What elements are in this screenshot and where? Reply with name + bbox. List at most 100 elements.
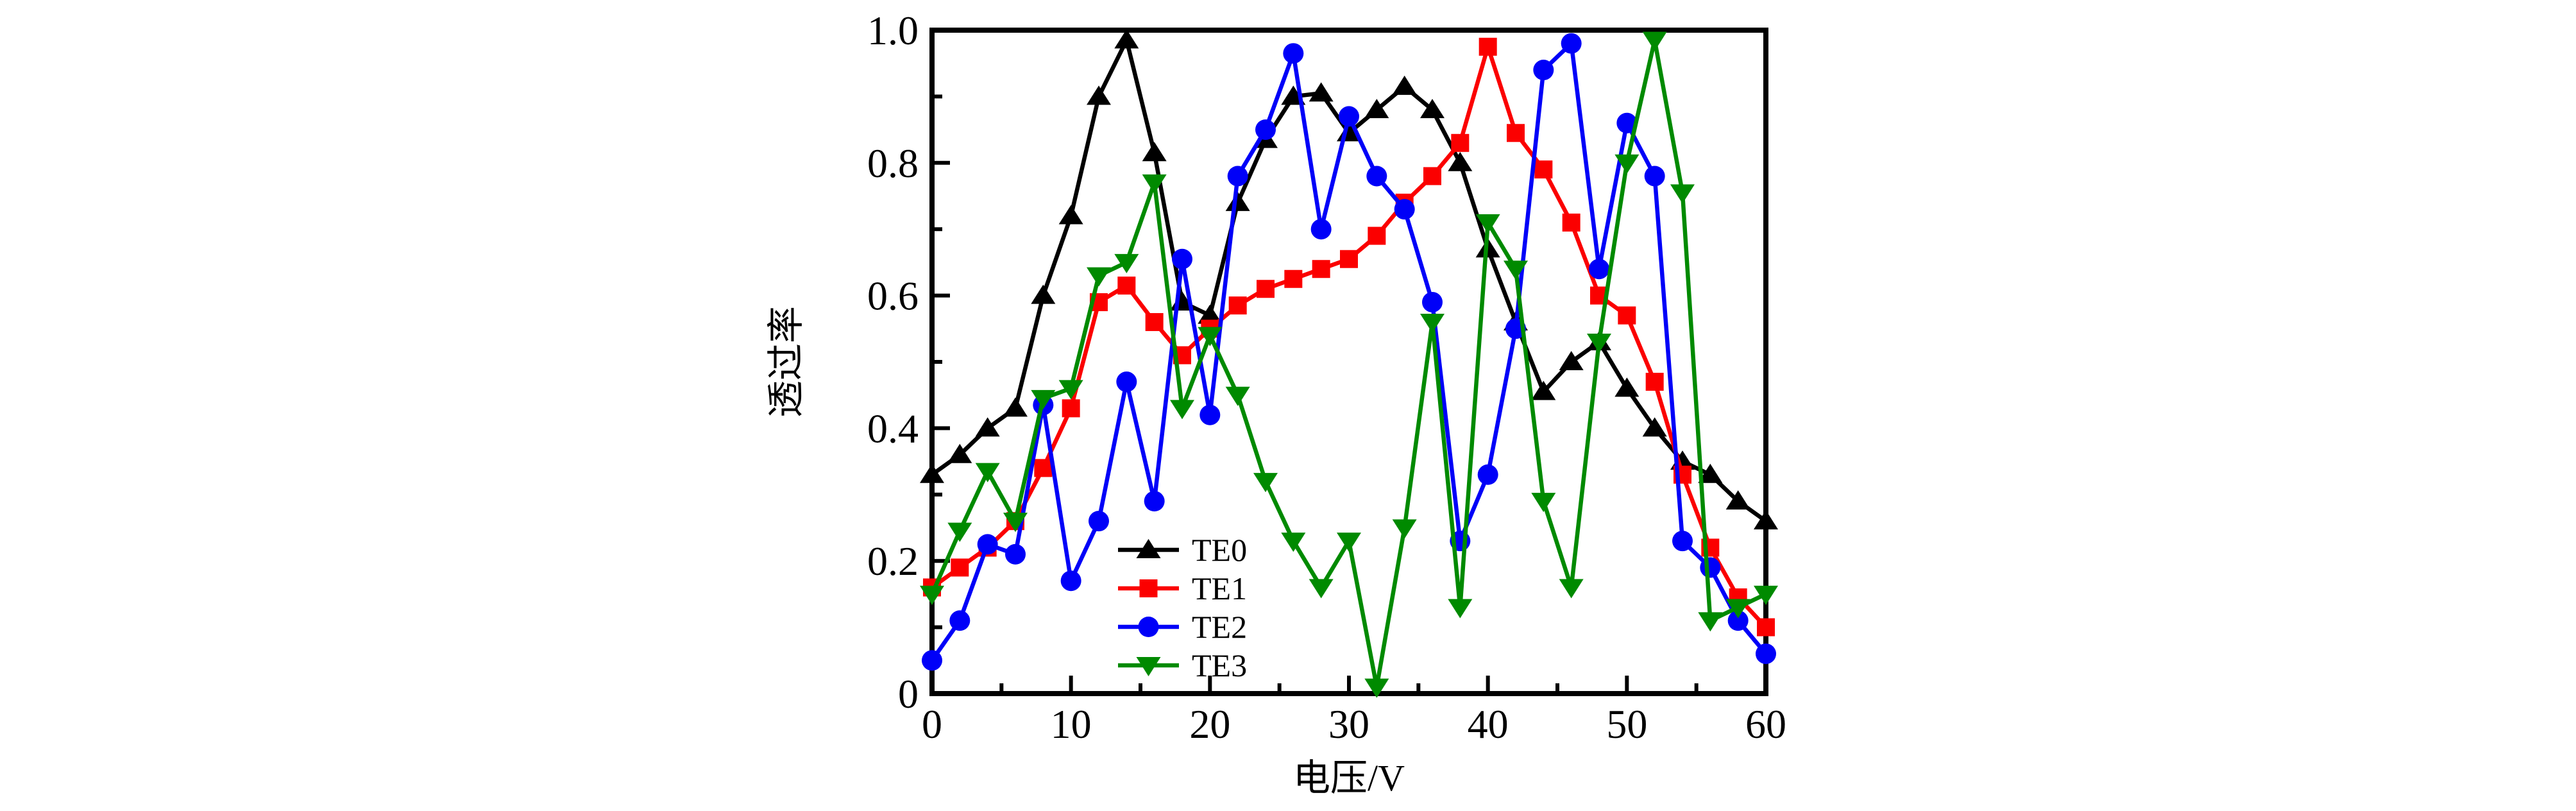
series-TE0-point-16V: [1142, 142, 1167, 162]
series-TE3-point-60V: [1754, 585, 1778, 605]
series-TE3-point-54V: [1670, 184, 1695, 204]
legend-label-TE2: TE2: [1192, 609, 1247, 645]
series-TE3-point-42V: [1504, 260, 1528, 280]
series-TE0-point-36V: [1420, 99, 1445, 119]
series-TE0-point-4V: [975, 417, 1000, 437]
y-tick-label: 0: [898, 671, 919, 717]
series-TE1-point-38V: [1451, 133, 1470, 152]
series-TE3-point-38V: [1448, 599, 1473, 619]
series-TE1-point-42V: [1507, 124, 1525, 142]
x-tick-label: 0: [922, 701, 942, 747]
series-TE1-point-10V: [1062, 399, 1080, 418]
series-TE0-point-52V: [1642, 417, 1667, 437]
x-tick-label: 30: [1328, 701, 1369, 747]
legend-marker-TE3: [1136, 657, 1161, 676]
series-TE3-point-56V: [1698, 612, 1723, 632]
series-TE0-point-34V: [1392, 75, 1417, 95]
series-TE2-point-16V: [1144, 491, 1165, 512]
series-TE3-point-44V: [1531, 493, 1556, 513]
series-TE0-point-8V: [1031, 284, 1056, 304]
series-TE3-point-32V: [1364, 678, 1389, 698]
series-TE3-point-50V: [1614, 154, 1640, 174]
series-TE3-point-26V: [1281, 533, 1306, 552]
series-TE0-point-50V: [1614, 377, 1640, 397]
series-TE3-point-14V: [1114, 253, 1139, 273]
series-TE3-point-6V: [1003, 513, 1028, 533]
series-TE0-point-46V: [1559, 351, 1584, 370]
series-TE2-point-40V: [1477, 464, 1498, 485]
y-tick-label: 0.2: [867, 538, 919, 584]
series-TE0-point-12V: [1087, 85, 1111, 105]
series-TE3-point-0V: [920, 585, 944, 605]
series-TE2-point-6V: [1005, 543, 1026, 565]
series-TE3-point-18V: [1170, 400, 1194, 420]
series-TE2-point-20V: [1199, 404, 1221, 425]
series-TE1-point-36V: [1423, 167, 1441, 185]
y-tick-label: 0.6: [867, 273, 919, 319]
series-TE0-point-10V: [1058, 205, 1083, 225]
series-TE2-point-58V: [1727, 610, 1749, 631]
x-tick-label: 50: [1606, 701, 1647, 747]
y-tick-label: 0.8: [867, 141, 919, 186]
legend-marker-TE2: [1138, 617, 1159, 637]
series-TE0-point-6V: [1003, 397, 1028, 417]
x-tick-label: 10: [1051, 701, 1092, 747]
series-TE3-point-24V: [1253, 473, 1278, 493]
series-TE0-point-28V: [1309, 82, 1334, 102]
series-TE0-point-44V: [1531, 380, 1556, 400]
series-TE0-point-2V: [947, 443, 972, 463]
series-TE3-point-36V: [1420, 313, 1445, 333]
series-TE1-point-40V: [1479, 37, 1497, 56]
series-TE2-point-54V: [1672, 531, 1693, 552]
series-TE2-point-18V: [1172, 248, 1192, 269]
series-TE2-point-4V: [977, 534, 998, 555]
series-TE2-point-46V: [1561, 33, 1582, 54]
series-TE2-point-60V: [1756, 643, 1776, 664]
series-TE0-point-32V: [1364, 99, 1389, 119]
series-TE1-point-50V: [1618, 306, 1636, 325]
series-TE2-point-2V: [949, 610, 970, 631]
series-TE2-point-34V: [1394, 199, 1415, 220]
series-TE1-point-44V: [1534, 160, 1553, 179]
series-TE3-point-30V: [1337, 533, 1361, 552]
series-TE1-point-60V: [1757, 618, 1775, 636]
legend-label-TE3: TE3: [1192, 647, 1247, 683]
series-TE2-point-10V: [1060, 570, 1081, 592]
series-TE1-point-16V: [1145, 312, 1164, 331]
series-TE0-point-14V: [1114, 29, 1139, 49]
series-TE1-point-28V: [1312, 260, 1330, 278]
series-TE2-point-36V: [1422, 291, 1443, 312]
series-TE0-point-56V: [1698, 463, 1723, 483]
series-TE3-point-46V: [1559, 579, 1584, 599]
series-TE2-point-28V: [1310, 219, 1332, 240]
x-tick-label: 20: [1189, 701, 1230, 747]
legend-marker-TE0: [1136, 539, 1161, 558]
series-TE2-point-24V: [1255, 119, 1276, 141]
series-TE3-point-58V: [1725, 599, 1750, 619]
series-TE3-point-52V: [1642, 31, 1667, 51]
series-TE0-point-58V: [1725, 490, 1750, 510]
series-TE2-point-50V: [1616, 112, 1638, 133]
x-tick-label: 60: [1745, 701, 1786, 747]
series-TE2-point-26V: [1283, 43, 1304, 64]
series-TE2-point-12V: [1089, 511, 1109, 532]
y-axis-title: 透过率: [765, 306, 807, 418]
series-TE2-point-44V: [1533, 60, 1554, 81]
series-TE0-point-20V: [1198, 304, 1223, 324]
x-tick-label: 40: [1468, 701, 1509, 747]
series-TE2-point-56V: [1700, 557, 1721, 578]
series-TE3-point-40V: [1475, 214, 1500, 234]
series-TE0-point-0V: [920, 463, 944, 483]
y-tick-label: 0.4: [867, 406, 919, 451]
series-TE1-point-46V: [1562, 213, 1580, 232]
series-TE2-point-14V: [1116, 371, 1137, 393]
series-TE3-point-12V: [1087, 267, 1111, 287]
series-TE2-point-52V: [1644, 166, 1665, 187]
series-TE1-point-2V: [951, 558, 969, 577]
series-TE3-point-2V: [947, 522, 972, 542]
series-TE1-point-30V: [1340, 250, 1358, 268]
series-TE1-point-22V: [1228, 296, 1247, 315]
series-TE1-point-52V: [1645, 373, 1664, 391]
series-TE2-point-0V: [922, 650, 942, 671]
